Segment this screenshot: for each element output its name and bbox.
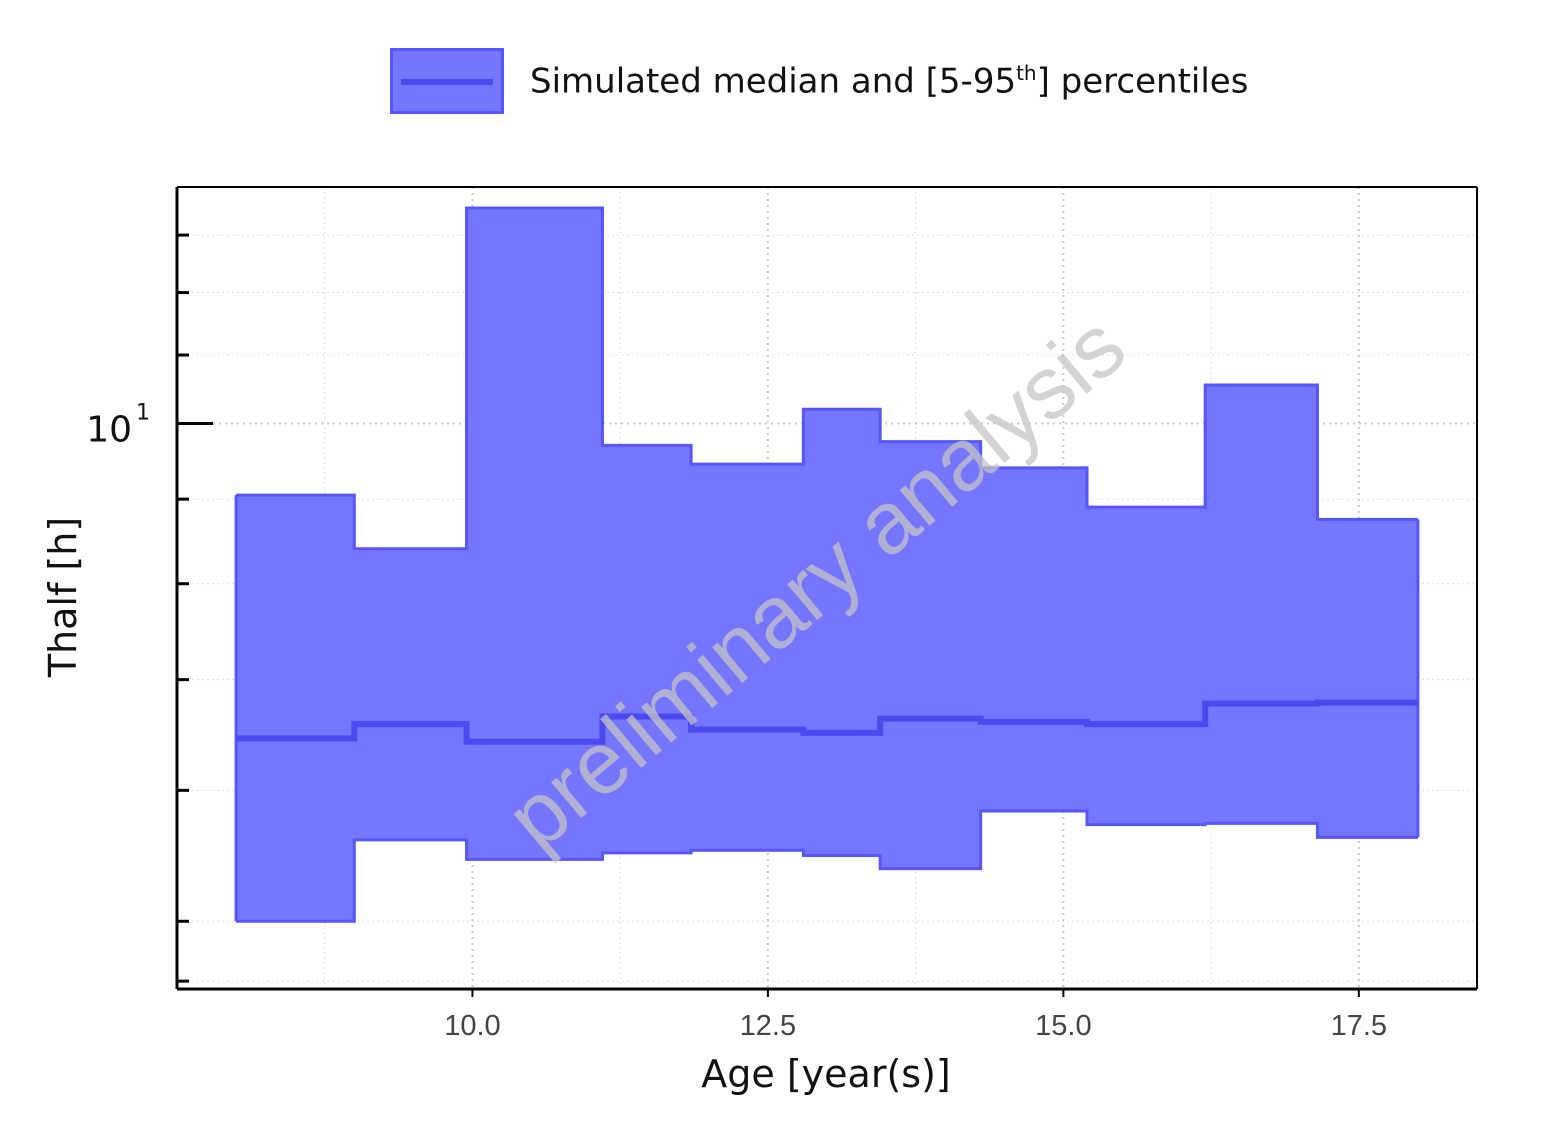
x-tick-label: 10.0 bbox=[444, 1010, 500, 1042]
upper-percentile-line bbox=[236, 206, 1418, 551]
y-axis-label: Thalf [h] bbox=[41, 517, 85, 678]
x-tick-label: 15.0 bbox=[1035, 1010, 1091, 1042]
legend: Simulated median and [5-95th] percentile… bbox=[390, 46, 1248, 116]
x-axis-label: Age [year(s)] bbox=[701, 1052, 950, 1096]
legend-label-end: ] percentiles bbox=[1036, 61, 1249, 102]
lower-percentile-line bbox=[236, 809, 1418, 923]
legend-swatch bbox=[390, 48, 504, 114]
legend-label: Simulated median and [5-95th] percentile… bbox=[530, 61, 1248, 101]
x-tick-label: 17.5 bbox=[1331, 1010, 1387, 1042]
median-line bbox=[236, 699, 1418, 745]
legend-label-main: Simulated median and [5-95 bbox=[530, 61, 1017, 102]
legend-median-line bbox=[401, 79, 493, 85]
y-tick-label-exponent: 1 bbox=[136, 400, 150, 425]
x-tick-label: 12.5 bbox=[740, 1010, 796, 1042]
legend-label-sup: th bbox=[1016, 60, 1037, 85]
y-tick-label-base: 10 bbox=[86, 409, 132, 450]
